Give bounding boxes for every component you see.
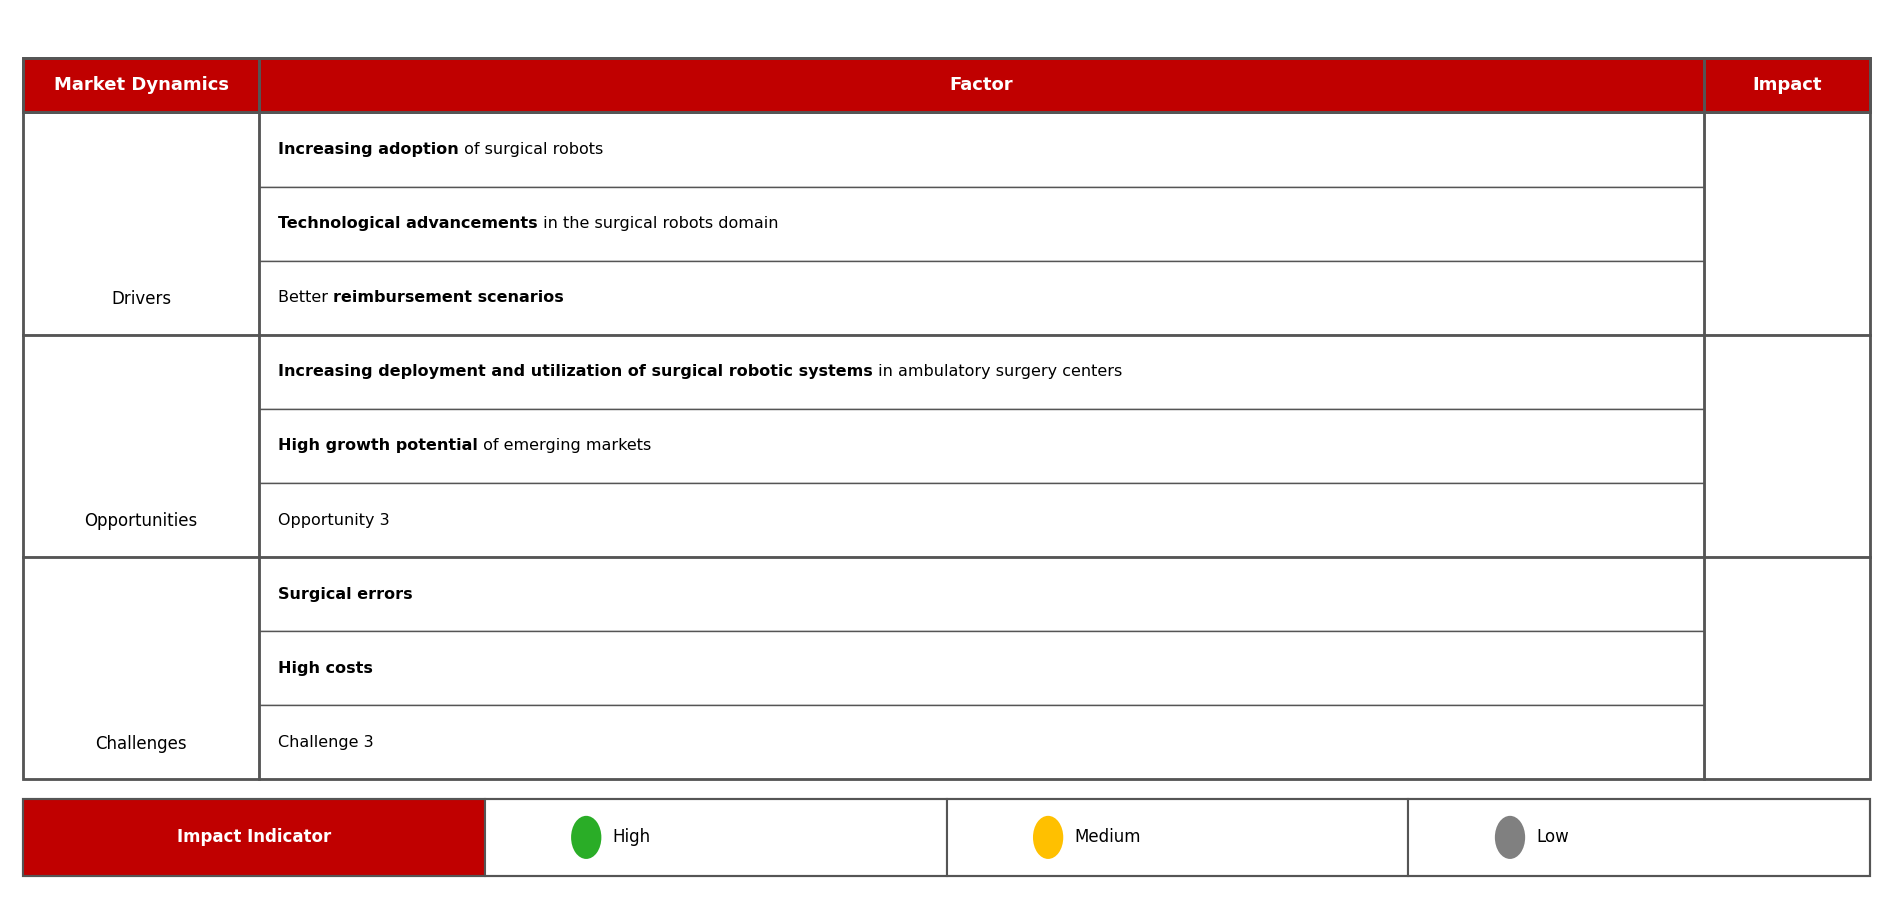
FancyBboxPatch shape xyxy=(259,260,1704,335)
Ellipse shape xyxy=(1495,815,1526,858)
Text: Market Dynamics: Market Dynamics xyxy=(53,76,229,94)
Text: Factor: Factor xyxy=(950,76,1013,94)
Text: Opportunity 3: Opportunity 3 xyxy=(278,513,390,527)
FancyBboxPatch shape xyxy=(259,631,1704,705)
Text: in ambulatory surgery centers: in ambulatory surgery centers xyxy=(873,365,1123,379)
FancyBboxPatch shape xyxy=(23,335,259,557)
Text: Opportunities: Opportunities xyxy=(85,512,197,530)
FancyBboxPatch shape xyxy=(485,799,946,876)
FancyBboxPatch shape xyxy=(259,335,1704,409)
FancyBboxPatch shape xyxy=(23,58,259,112)
FancyBboxPatch shape xyxy=(259,58,1704,112)
FancyBboxPatch shape xyxy=(1408,799,1870,876)
Text: of surgical robots: of surgical robots xyxy=(458,142,604,157)
Ellipse shape xyxy=(572,815,602,858)
FancyBboxPatch shape xyxy=(259,557,1704,631)
FancyBboxPatch shape xyxy=(259,705,1704,779)
Text: Drivers: Drivers xyxy=(112,290,170,308)
FancyBboxPatch shape xyxy=(946,799,1408,876)
FancyBboxPatch shape xyxy=(23,112,259,335)
Text: High growth potential: High growth potential xyxy=(278,438,479,453)
FancyBboxPatch shape xyxy=(259,483,1704,557)
Text: Low: Low xyxy=(1537,828,1569,847)
Text: Increasing deployment and utilization of surgical robotic systems: Increasing deployment and utilization of… xyxy=(278,365,873,379)
Text: in the surgical robots domain: in the surgical robots domain xyxy=(538,216,778,231)
FancyBboxPatch shape xyxy=(259,112,1704,187)
Text: High costs: High costs xyxy=(278,661,373,676)
FancyBboxPatch shape xyxy=(259,409,1704,483)
FancyBboxPatch shape xyxy=(1704,335,1870,557)
Text: Increasing adoption: Increasing adoption xyxy=(278,142,458,157)
FancyBboxPatch shape xyxy=(1704,557,1870,779)
Text: Medium: Medium xyxy=(1075,828,1141,847)
Text: Challenge 3: Challenge 3 xyxy=(278,735,375,750)
Text: Challenges: Challenges xyxy=(95,735,187,753)
Text: of emerging markets: of emerging markets xyxy=(479,438,651,453)
FancyBboxPatch shape xyxy=(1704,112,1870,335)
Ellipse shape xyxy=(1034,815,1064,858)
FancyBboxPatch shape xyxy=(23,799,485,876)
Text: reimbursement scenarios: reimbursement scenarios xyxy=(333,290,564,305)
FancyBboxPatch shape xyxy=(1704,58,1870,112)
Text: Impact Indicator: Impact Indicator xyxy=(176,828,331,847)
Text: Technological advancements: Technological advancements xyxy=(278,216,538,231)
Text: High: High xyxy=(613,828,651,847)
Text: Better: Better xyxy=(278,290,333,305)
Text: Impact: Impact xyxy=(1753,76,1821,94)
FancyBboxPatch shape xyxy=(259,187,1704,260)
Text: Surgical errors: Surgical errors xyxy=(278,586,413,602)
FancyBboxPatch shape xyxy=(23,557,259,779)
